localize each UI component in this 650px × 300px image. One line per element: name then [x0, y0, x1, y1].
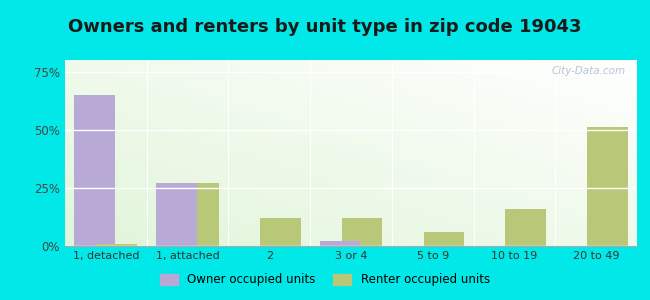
Bar — [506, 209, 546, 246]
Bar — [97, 244, 137, 246]
Bar — [74, 95, 115, 246]
Bar — [320, 241, 360, 246]
Bar — [179, 183, 219, 246]
Bar — [424, 232, 464, 246]
Legend: Owner occupied units, Renter occupied units: Owner occupied units, Renter occupied un… — [155, 269, 495, 291]
Text: Owners and renters by unit type in zip code 19043: Owners and renters by unit type in zip c… — [68, 18, 582, 36]
Bar — [97, 244, 137, 246]
Bar — [320, 241, 360, 246]
Bar — [156, 183, 196, 246]
Text: City-Data.com: City-Data.com — [551, 66, 625, 76]
Bar — [587, 128, 628, 246]
Bar — [342, 218, 382, 246]
Bar — [260, 218, 301, 246]
